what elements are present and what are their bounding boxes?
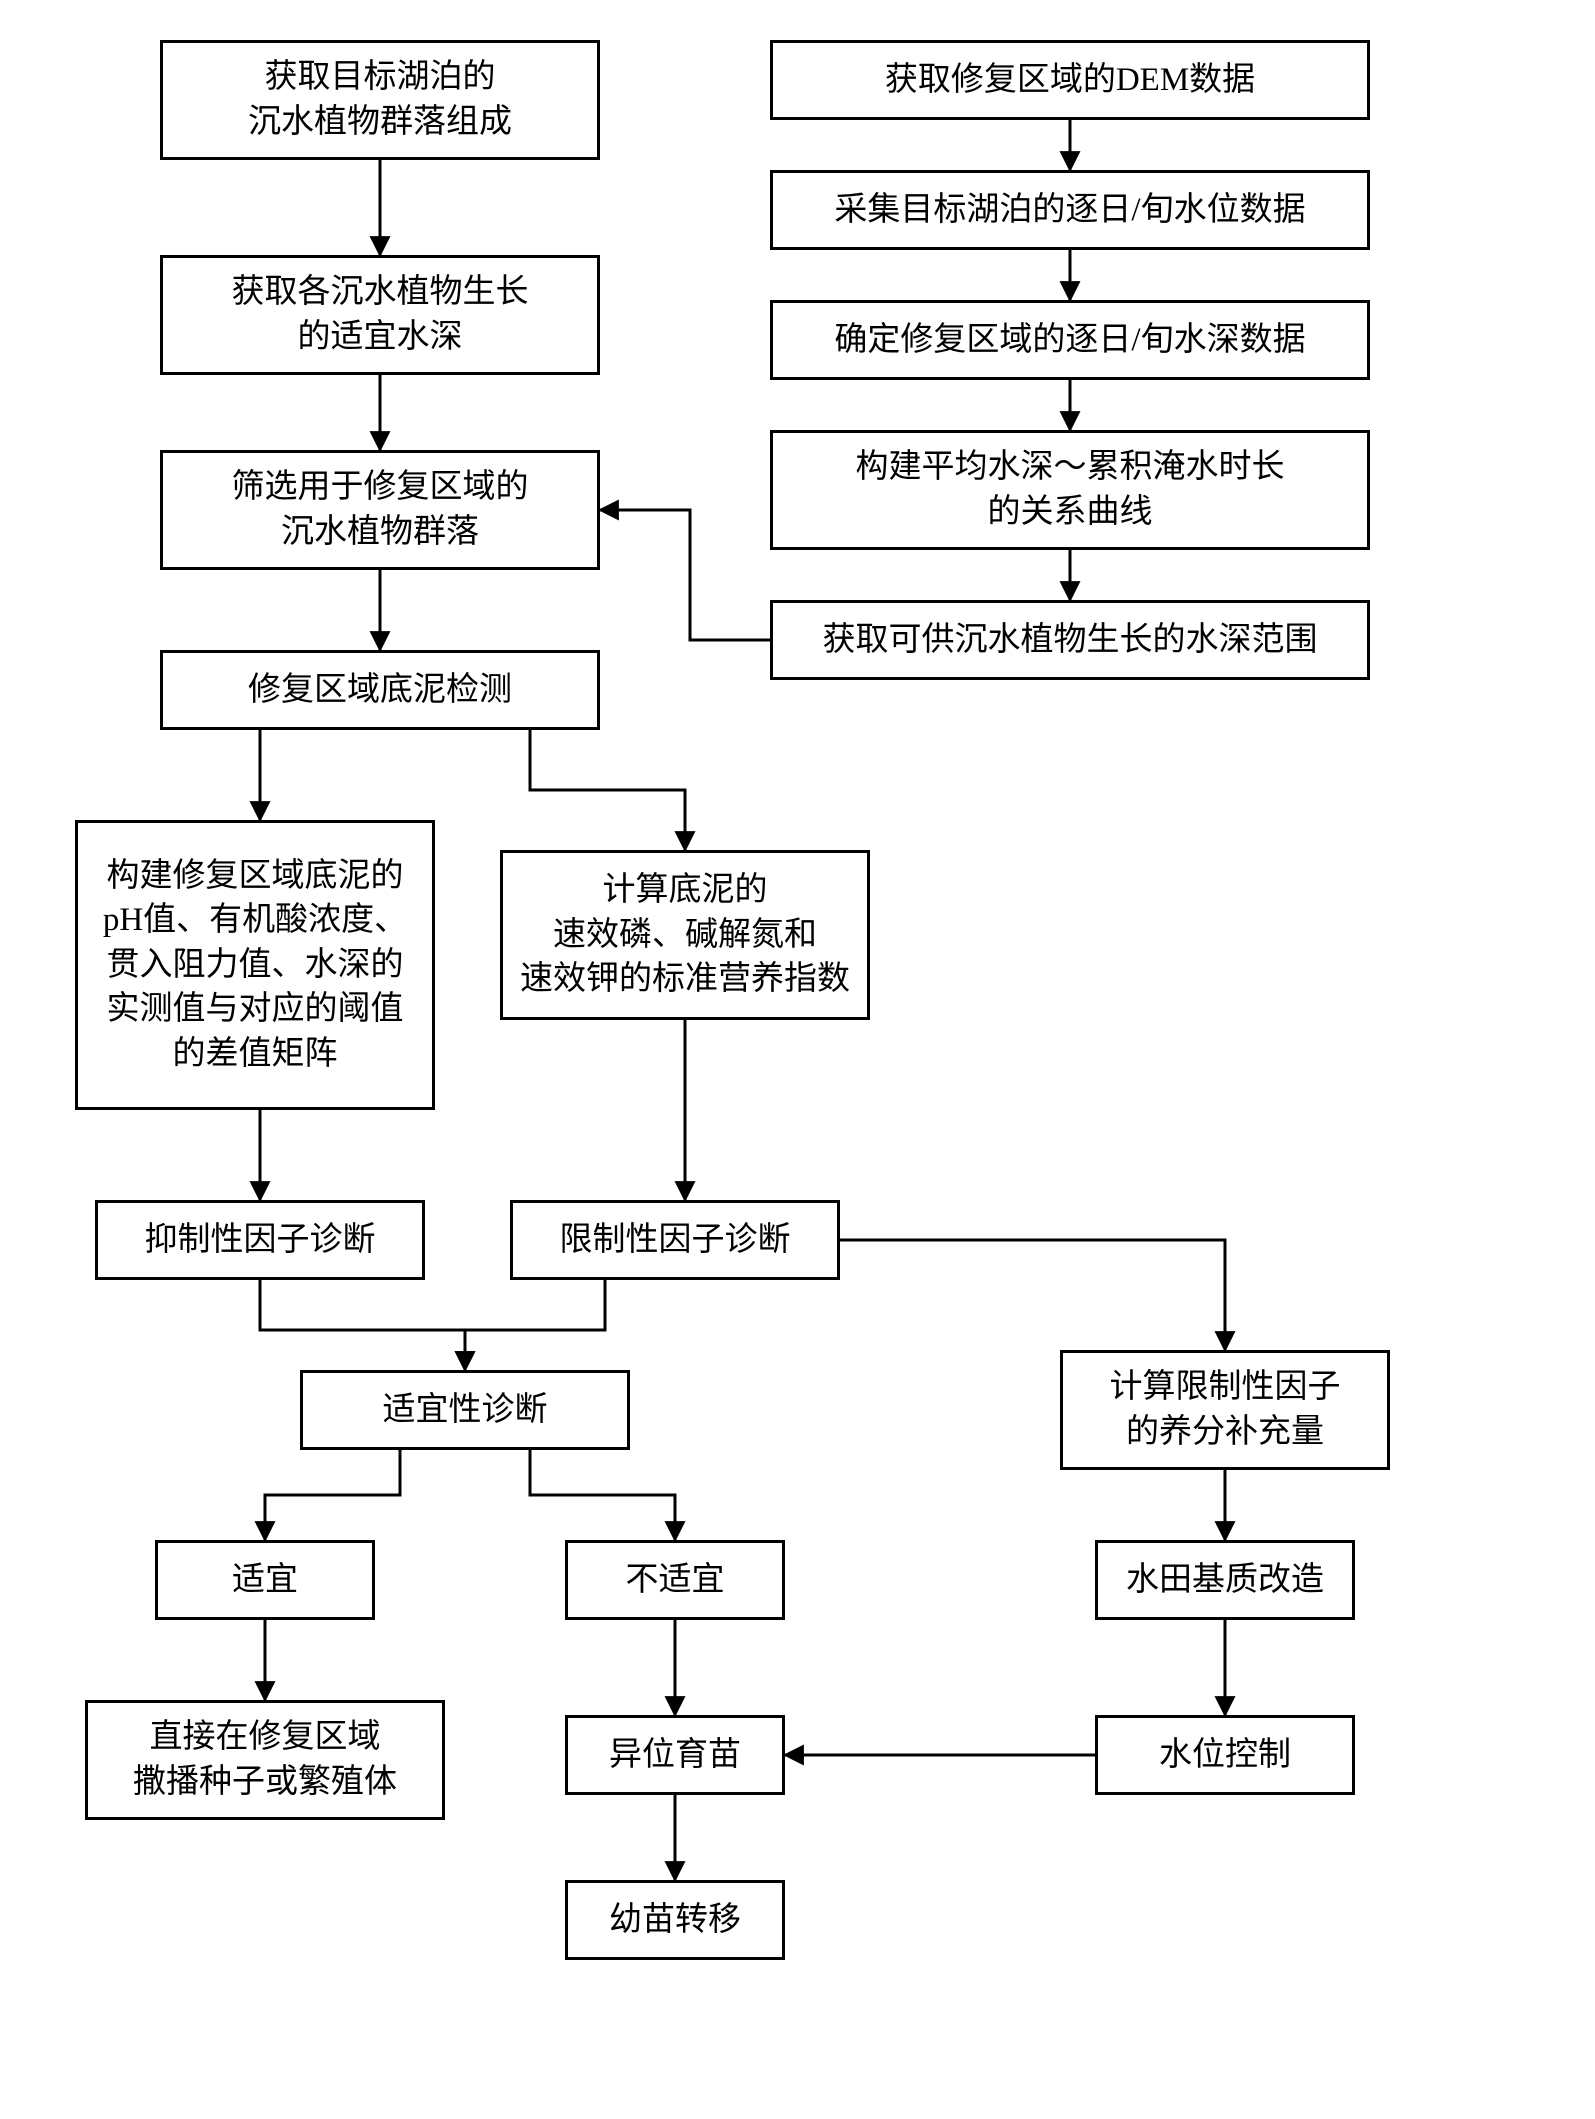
flow-node-d2: 限制性因子诊断	[510, 1200, 840, 1280]
flow-node-r4: 构建平均水深～累积淹水时长 的关系曲线	[770, 430, 1370, 550]
flow-node-n1: 获取目标湖泊的 沉水植物群落组成	[160, 40, 600, 160]
flow-node-o1: 直接在修复区域 撒播种子或繁殖体	[85, 1700, 445, 1820]
flow-node-o2: 异位育苗	[565, 1715, 785, 1795]
flow-node-o3: 幼苗转移	[565, 1880, 785, 1960]
flow-node-n3: 筛选用于修复区域的 沉水植物群落	[160, 450, 600, 570]
flow-node-m2: 计算底泥的 速效磷、碱解氮和 速效钾的标准营养指数	[500, 850, 870, 1020]
flow-node-s0: 适宜性诊断	[300, 1370, 630, 1450]
flow-node-d1: 抑制性因子诊断	[95, 1200, 425, 1280]
flow-node-n4: 修复区域底泥检测	[160, 650, 600, 730]
edge-s0-s2	[530, 1450, 675, 1540]
flow-node-c2: 水田基质改造	[1095, 1540, 1355, 1620]
flow-node-c3: 水位控制	[1095, 1715, 1355, 1795]
edge-d1-s0	[260, 1280, 465, 1370]
flow-node-n2: 获取各沉水植物生长 的适宜水深	[160, 255, 600, 375]
edge-d2-c1	[840, 1240, 1225, 1350]
flow-node-s1: 适宜	[155, 1540, 375, 1620]
edge-r5-n3	[600, 510, 770, 640]
edge-s0-s1	[265, 1450, 400, 1540]
flow-node-r2: 采集目标湖泊的逐日/旬水位数据	[770, 170, 1370, 250]
edge-d2-s0	[465, 1280, 605, 1370]
flow-node-c1: 计算限制性因子 的养分补充量	[1060, 1350, 1390, 1470]
flow-node-s2: 不适宜	[565, 1540, 785, 1620]
edge-n4-m2	[530, 730, 685, 850]
flow-node-r3: 确定修复区域的逐日/旬水深数据	[770, 300, 1370, 380]
flowchart-canvas: 获取目标湖泊的 沉水植物群落组成获取各沉水植物生长 的适宜水深筛选用于修复区域的…	[0, 0, 1595, 2119]
flow-node-r1: 获取修复区域的DEM数据	[770, 40, 1370, 120]
flow-node-m1: 构建修复区域底泥的 pH值、有机酸浓度、 贯入阻力值、水深的 实测值与对应的阈值…	[75, 820, 435, 1110]
flow-node-r5: 获取可供沉水植物生长的水深范围	[770, 600, 1370, 680]
